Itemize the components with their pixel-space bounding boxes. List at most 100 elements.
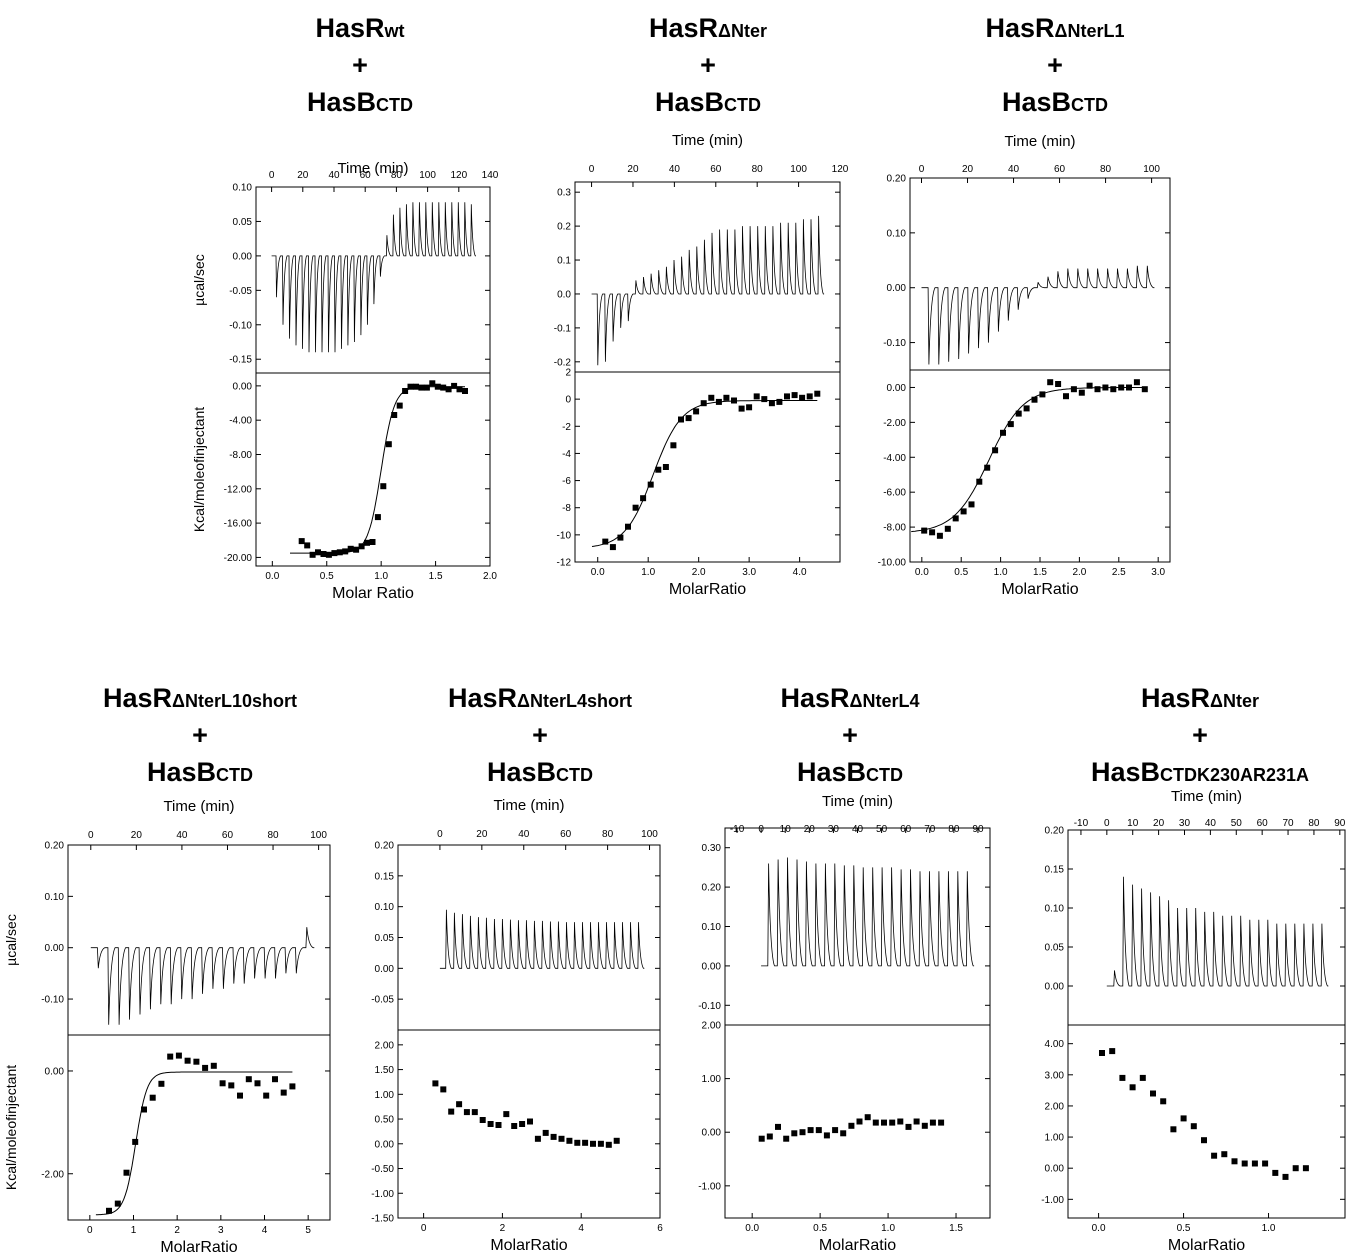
data-point bbox=[462, 388, 468, 394]
data-point bbox=[832, 1127, 839, 1134]
time-tick-label: 40 bbox=[518, 829, 530, 840]
power-tick-label: 0.20 bbox=[1045, 826, 1065, 837]
data-point bbox=[1139, 1074, 1146, 1081]
molar-ratio-tick-label: 5 bbox=[305, 1225, 311, 1236]
power-tick-label: 0.10 bbox=[375, 902, 395, 913]
data-point bbox=[519, 1121, 526, 1127]
time-tick-label: 80 bbox=[752, 164, 764, 175]
data-point bbox=[1086, 382, 1093, 389]
enthalpy-tick-label: -4 bbox=[562, 449, 571, 460]
data-point bbox=[440, 1086, 447, 1093]
enthalpy-tick-label: -6 bbox=[562, 476, 571, 487]
molar-ratio-tick-label: 2.0 bbox=[1072, 567, 1086, 578]
power-tick-label: -0.10 bbox=[229, 320, 252, 331]
data-point bbox=[1118, 384, 1125, 391]
power-tick-label: 0.00 bbox=[375, 964, 395, 975]
molar-ratio-axis-title: MolarRatio bbox=[490, 1237, 567, 1254]
power-tick-label: 0.05 bbox=[375, 933, 395, 944]
data-point bbox=[1063, 393, 1069, 400]
data-point bbox=[1015, 410, 1022, 417]
enthalpy-tick-label: 2.00 bbox=[1045, 1101, 1065, 1112]
enthalpy-tick-label: -2.00 bbox=[883, 418, 906, 429]
molar-ratio-tick-label: 1.5 bbox=[1033, 567, 1047, 578]
data-point bbox=[448, 1108, 455, 1115]
time-tick-label: 90 bbox=[972, 824, 984, 835]
data-point bbox=[582, 1139, 589, 1146]
data-point bbox=[1110, 386, 1117, 393]
data-point bbox=[655, 466, 662, 473]
data-point bbox=[149, 1094, 156, 1101]
data-point bbox=[254, 1080, 261, 1087]
time-tick-label: 100 bbox=[1143, 164, 1160, 175]
data-point bbox=[670, 442, 677, 449]
power-tick-label: 0.10 bbox=[702, 922, 722, 933]
power-tick-label: 0.05 bbox=[233, 217, 253, 228]
data-point bbox=[776, 398, 783, 405]
data-point bbox=[746, 404, 753, 411]
data-point bbox=[590, 1140, 596, 1147]
data-point bbox=[463, 1109, 470, 1116]
data-point bbox=[753, 393, 760, 400]
power-trace bbox=[439, 909, 645, 969]
molar-ratio-axis-title: MolarRatio bbox=[1001, 581, 1078, 598]
power-tick-label: 0.10 bbox=[887, 228, 907, 239]
power-trace bbox=[591, 215, 825, 366]
data-point bbox=[315, 549, 321, 556]
power-tick-label: 0.00 bbox=[233, 251, 253, 262]
enthalpy-tick-label: 2 bbox=[565, 368, 571, 379]
time-tick-label: 20 bbox=[297, 170, 309, 181]
data-point bbox=[799, 1129, 806, 1136]
power-tick-label: 0.05 bbox=[1045, 943, 1065, 954]
enthalpy-tick-label: 3.00 bbox=[1045, 1070, 1065, 1081]
molar-ratio-tick-label: 0.0 bbox=[1092, 1223, 1106, 1234]
power-tick-label: 0.15 bbox=[375, 871, 395, 882]
power-tick-label: 0.30 bbox=[702, 843, 722, 854]
time-tick-label: 10 bbox=[1127, 818, 1139, 829]
power-axis-title: µcal/sec bbox=[191, 254, 207, 306]
data-point bbox=[617, 534, 624, 541]
data-point bbox=[766, 1133, 773, 1140]
molar-ratio-tick-label: 1.0 bbox=[881, 1223, 895, 1234]
data-point bbox=[445, 386, 452, 393]
data-point bbox=[775, 1123, 781, 1130]
data-point bbox=[1047, 379, 1054, 386]
molar-ratio-tick-label: 1 bbox=[131, 1225, 137, 1236]
molar-ratio-tick-label: 2 bbox=[174, 1225, 180, 1236]
power-tick-label: 0.3 bbox=[557, 188, 571, 199]
molar-ratio-tick-label: 1.0 bbox=[374, 571, 388, 582]
power-tick-label: 0.10 bbox=[233, 183, 253, 194]
panel-title: HasRΔNterL1 + HasBCTD bbox=[985, 13, 1125, 117]
data-point bbox=[1251, 1160, 1258, 1167]
data-point bbox=[123, 1169, 130, 1176]
data-point bbox=[1160, 1098, 1167, 1105]
data-point bbox=[761, 396, 768, 403]
power-tick-label: 0.00 bbox=[702, 961, 722, 972]
enthalpy-tick-label: -8.00 bbox=[229, 450, 252, 461]
time-tick-label: 120 bbox=[832, 164, 849, 175]
data-point bbox=[976, 478, 983, 485]
data-point bbox=[1180, 1115, 1187, 1122]
data-point bbox=[1055, 381, 1062, 387]
data-point bbox=[184, 1057, 191, 1064]
power-tick-label: 0.2 bbox=[557, 222, 571, 233]
time-axis-title: Time (min) bbox=[337, 160, 408, 177]
data-point bbox=[921, 1122, 928, 1129]
enthalpy-tick-label: 0.00 bbox=[887, 383, 907, 394]
time-tick-label: 20 bbox=[1153, 818, 1165, 829]
molar-ratio-tick-label: 3.0 bbox=[742, 567, 756, 578]
data-point bbox=[1302, 1165, 1309, 1172]
data-point bbox=[193, 1058, 200, 1065]
data-point bbox=[456, 386, 463, 393]
data-point bbox=[1262, 1160, 1269, 1167]
molar-ratio-tick-label: 0 bbox=[421, 1223, 427, 1234]
data-point bbox=[1211, 1152, 1218, 1159]
molar-ratio-axis-title: MolarRatio bbox=[1168, 1237, 1245, 1254]
power-tick-label: 0.10 bbox=[45, 892, 65, 903]
molar-ratio-axis-title: Molar Ratio bbox=[332, 585, 414, 602]
time-tick-label: 70 bbox=[924, 824, 936, 835]
time-tick-label: 0 bbox=[269, 170, 275, 181]
isotherm-panel-frame bbox=[574, 371, 841, 563]
data-point bbox=[342, 548, 349, 555]
data-point bbox=[566, 1137, 573, 1144]
data-point bbox=[1099, 1050, 1105, 1056]
